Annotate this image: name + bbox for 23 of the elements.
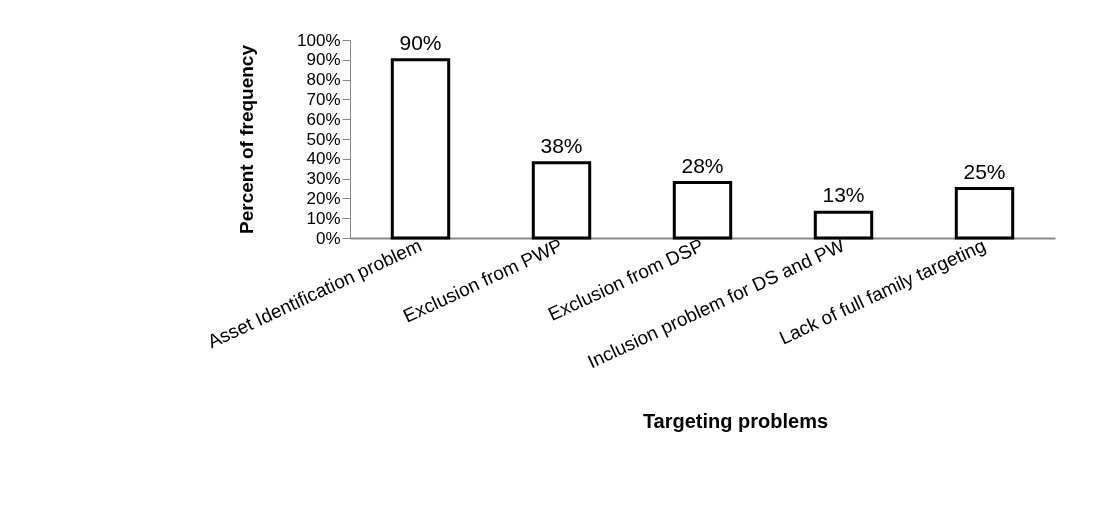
y-tick-label: 40%	[306, 149, 341, 169]
y-tick-label: 100%	[297, 30, 341, 50]
y-tick-label: 10%	[306, 208, 341, 228]
y-tick-label: 20%	[306, 188, 341, 208]
y-tick-label: 70%	[306, 89, 341, 109]
y-tick-label: 30%	[306, 169, 341, 189]
bar	[390, 58, 451, 240]
bar	[813, 210, 874, 240]
data-label: 90%	[399, 30, 442, 54]
y-axis-title: Percent of frequency	[236, 44, 258, 234]
y-tick-label: 80%	[306, 70, 341, 90]
bar	[531, 161, 592, 240]
y-tick-label: 50%	[306, 129, 341, 149]
bar	[672, 181, 733, 240]
y-tick-label: 60%	[306, 109, 341, 129]
bar	[954, 187, 1015, 240]
data-label: 25%	[963, 159, 1006, 183]
data-label: 28%	[681, 153, 724, 177]
data-label: 38%	[540, 133, 583, 157]
y-tick-label: 90%	[306, 50, 341, 70]
x-axis-title: Targeting problems	[642, 410, 829, 433]
y-tick-label: 0%	[315, 228, 341, 248]
data-label: 13%	[822, 183, 865, 207]
